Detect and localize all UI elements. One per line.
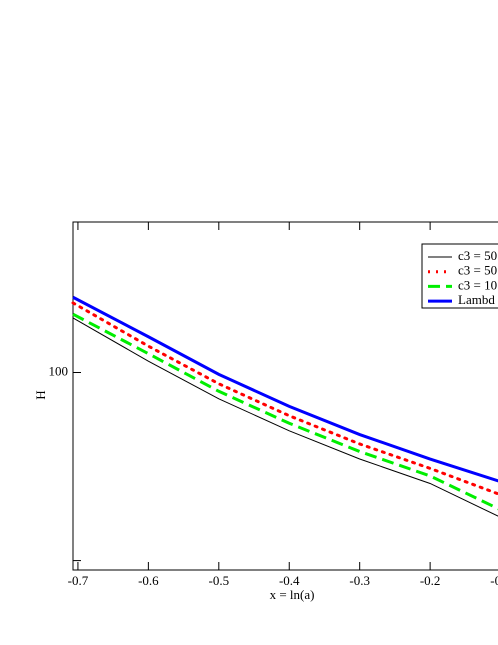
legend-label: Lambd — [458, 292, 495, 307]
x-tick-label: -0.6 — [138, 573, 159, 588]
series-line — [72, 312, 498, 511]
legend-box — [421, 243, 498, 309]
plot-frame — [72, 221, 498, 571]
x-tick-label: -0.7 — [68, 573, 89, 588]
x-axis-label: x = ln(a) — [270, 587, 315, 602]
series-line — [72, 317, 498, 517]
x-tick-label: -0.3 — [349, 573, 370, 588]
y-axis-label: H — [33, 390, 48, 399]
legend-label: c3 = 10 — [458, 277, 497, 292]
y-tick-label: 100 — [49, 363, 69, 378]
x-tick-label: -0.5 — [209, 573, 230, 588]
series-line — [71, 301, 498, 496]
legend-label: c3 = 50 — [458, 248, 497, 263]
x-tick-label: -0.2 — [420, 573, 441, 588]
legend-label: c3 = 50 — [458, 263, 497, 278]
x-tick-label: -0.1 — [490, 573, 498, 588]
x-tick-label: -0.4 — [279, 573, 300, 588]
series-line — [72, 295, 498, 483]
